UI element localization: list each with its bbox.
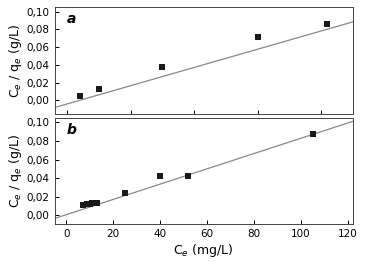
Point <box>94 201 100 205</box>
Point <box>185 174 191 178</box>
Text: b: b <box>66 123 76 137</box>
Point <box>160 65 165 70</box>
Point <box>324 22 330 26</box>
Point <box>96 87 102 91</box>
Point <box>122 191 128 195</box>
Text: a: a <box>66 13 76 26</box>
Point <box>157 174 163 178</box>
Point <box>310 131 316 136</box>
Point <box>77 94 83 98</box>
Point <box>85 202 91 206</box>
Y-axis label: C$_e$ / q$_e$ (g/L): C$_e$ / q$_e$ (g/L) <box>7 134 24 208</box>
X-axis label: C$_e$ (mg/L): C$_e$ (mg/L) <box>173 242 234 259</box>
Y-axis label: C$_e$ / q$_e$ (g/L): C$_e$ / q$_e$ (g/L) <box>7 23 24 98</box>
Point <box>255 35 261 39</box>
Point <box>80 203 86 207</box>
Point <box>87 202 93 206</box>
Point <box>89 201 95 205</box>
